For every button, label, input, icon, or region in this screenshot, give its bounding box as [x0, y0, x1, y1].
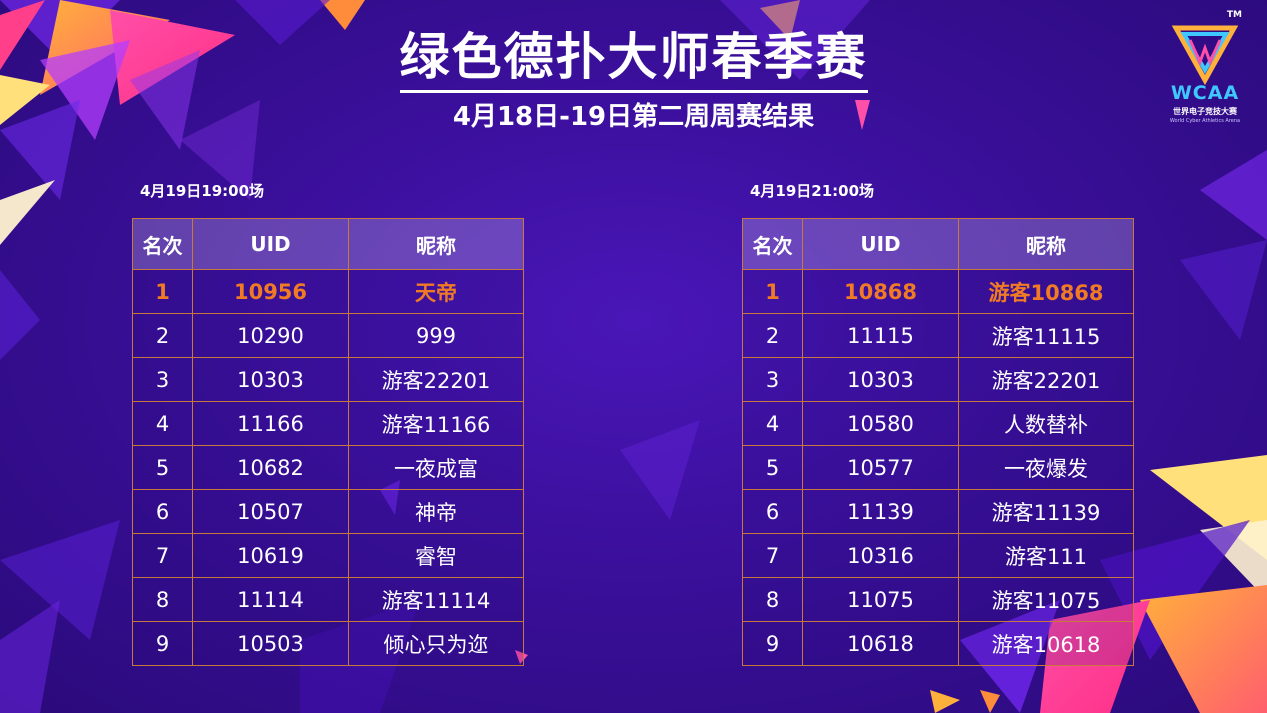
nickname-cell: 游客10868 — [958, 269, 1134, 314]
table-row: 5 10577 一夜爆发 — [742, 445, 1134, 490]
session-1-title: 4月19日19:00场 — [140, 182, 265, 200]
column-header-nickname: 昵称 — [348, 218, 524, 270]
logo-en-name: World Cyber Athletics Arena — [1169, 118, 1241, 124]
nickname-cell: 999 — [348, 313, 524, 358]
session-2-title: 4月19日21:00场 — [750, 182, 875, 200]
rank-cell: 1 — [132, 269, 193, 314]
page-subtitle: 4月18日-19日第二周周赛结果 — [452, 102, 815, 132]
nickname-cell: 游客11139 — [958, 489, 1134, 534]
nickname-cell: 游客22201 — [958, 357, 1134, 402]
nickname-cell: 游客22201 — [348, 357, 524, 402]
table-row: 2 10290 999 — [132, 313, 524, 358]
uid-cell: 10580 — [802, 401, 959, 446]
table-row: 8 11075 游客11075 — [742, 577, 1134, 622]
rank-cell: 5 — [132, 445, 193, 490]
column-header-uid: UID — [192, 218, 349, 270]
session-1-results-table: 名次 UID 昵称 1 10956 天帝 2 10290 999 3 10303 游客22201… — [132, 218, 524, 666]
uid-cell: 11114 — [192, 577, 349, 622]
rank-cell: 5 — [742, 445, 803, 490]
nickname-cell: 游客11115 — [958, 313, 1134, 358]
table-row: 9 10618 游客10618 — [742, 621, 1134, 666]
rank-cell: 6 — [132, 489, 193, 534]
table-row: 5 10682 一夜成富 — [132, 445, 524, 490]
table-row: 8 11114 游客11114 — [132, 577, 524, 622]
nickname-cell: 游客111 — [958, 533, 1134, 578]
wcaa-logo: TM WCAA 世界电子竞技大赛 World Cyber Athletics A… — [1150, 10, 1260, 125]
table-header-row: 名次 UID 昵称 — [132, 218, 524, 270]
logo-brand: WCAA — [1170, 82, 1240, 104]
uid-cell: 11115 — [802, 313, 959, 358]
table-row: 7 10316 游客111 — [742, 533, 1134, 578]
rank-cell: 2 — [132, 313, 193, 358]
rank-cell: 3 — [742, 357, 803, 402]
nickname-cell: 天帝 — [348, 269, 524, 314]
uid-cell: 10303 — [192, 357, 349, 402]
nickname-cell: 游客11166 — [348, 401, 524, 446]
column-header-rank: 名次 — [132, 218, 193, 270]
wcaa-emblem-icon — [1171, 25, 1239, 86]
trademark-mark: TM — [1226, 10, 1242, 20]
nickname-cell: 游客11114 — [348, 577, 524, 622]
uid-cell: 10956 — [192, 269, 349, 314]
table-row: 2 11115 游客11115 — [742, 313, 1134, 358]
rank-cell: 6 — [742, 489, 803, 534]
uid-cell: 10503 — [192, 621, 349, 666]
table-header-row: 名次 UID 昵称 — [742, 218, 1134, 270]
rank-cell: 8 — [742, 577, 803, 622]
table-row: 3 10303 游客22201 — [132, 357, 524, 402]
rank-cell: 9 — [132, 621, 193, 666]
table-row: 6 10507 神帝 — [132, 489, 524, 534]
table-row: 1 10956 天帝 — [132, 269, 524, 314]
title-block: 绿色德扑大师春季赛 — [0, 28, 1267, 93]
rank-cell: 7 — [132, 533, 193, 578]
uid-cell: 10507 — [192, 489, 349, 534]
uid-cell: 10682 — [192, 445, 349, 490]
nickname-cell: 游客11075 — [958, 577, 1134, 622]
column-header-uid: UID — [802, 218, 959, 270]
table-row: 1 10868 游客10868 — [742, 269, 1134, 314]
logo-cn-name: 世界电子竞技大赛 — [1173, 107, 1237, 116]
rank-cell: 4 — [132, 401, 193, 446]
rank-cell: 9 — [742, 621, 803, 666]
rank-cell: 3 — [132, 357, 193, 402]
nickname-cell: 睿智 — [348, 533, 524, 578]
column-header-nickname: 昵称 — [958, 218, 1134, 270]
uid-cell: 10577 — [802, 445, 959, 490]
uid-cell: 10618 — [802, 621, 959, 666]
uid-cell: 10290 — [192, 313, 349, 358]
page-title: 绿色德扑大师春季赛 — [399, 28, 868, 93]
table-row: 4 10580 人数替补 — [742, 401, 1134, 446]
rank-cell: 7 — [742, 533, 803, 578]
table-row: 9 10503 倾心只为迩 — [132, 621, 524, 666]
uid-cell: 11166 — [192, 401, 349, 446]
uid-cell: 11139 — [802, 489, 959, 534]
uid-cell: 10303 — [802, 357, 959, 402]
table-row: 6 11139 游客11139 — [742, 489, 1134, 534]
nickname-cell: 游客10618 — [958, 621, 1134, 666]
table-row: 4 11166 游客11166 — [132, 401, 524, 446]
column-header-rank: 名次 — [742, 218, 803, 270]
nickname-cell: 一夜爆发 — [958, 445, 1134, 490]
rank-cell: 2 — [742, 313, 803, 358]
uid-cell: 10868 — [802, 269, 959, 314]
nickname-cell: 一夜成富 — [348, 445, 524, 490]
rank-cell: 1 — [742, 269, 803, 314]
rank-cell: 8 — [132, 577, 193, 622]
nickname-cell: 倾心只为迩 — [348, 621, 524, 666]
nickname-cell: 神帝 — [348, 489, 524, 534]
table-row: 3 10303 游客22201 — [742, 357, 1134, 402]
uid-cell: 11075 — [802, 577, 959, 622]
table-row: 7 10619 睿智 — [132, 533, 524, 578]
uid-cell: 10316 — [802, 533, 959, 578]
session-2-results-table: 名次 UID 昵称 1 10868 游客10868 2 11115 游客11115 3 103… — [742, 218, 1134, 666]
nickname-cell: 人数替补 — [958, 401, 1134, 446]
uid-cell: 10619 — [192, 533, 349, 578]
rank-cell: 4 — [742, 401, 803, 446]
